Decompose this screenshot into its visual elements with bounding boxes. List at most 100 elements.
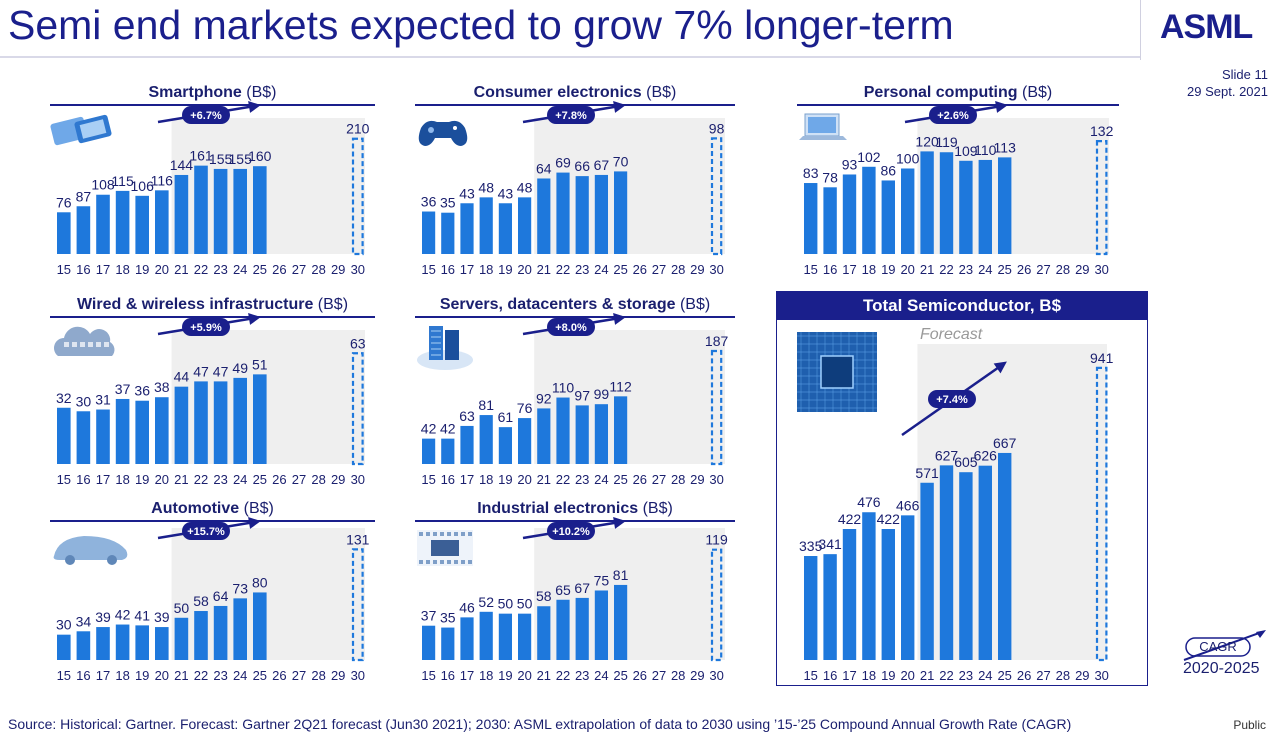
data-label-15: 42 xyxy=(421,421,437,437)
car-icon xyxy=(53,536,128,565)
x-tick-26: 26 xyxy=(272,472,286,487)
cagr-value: +10.2% xyxy=(552,526,590,538)
x-tick-22: 22 xyxy=(194,472,208,487)
x-tick-22: 22 xyxy=(194,262,208,277)
gamepad-icon xyxy=(418,120,468,146)
bar-21 xyxy=(920,482,934,660)
chart-title-underline xyxy=(50,104,375,106)
header-divider xyxy=(0,56,1140,58)
data-label-30: 119 xyxy=(705,532,728,548)
data-label-23: 64 xyxy=(213,588,229,604)
bar-16 xyxy=(76,411,91,464)
x-tick-26: 26 xyxy=(633,262,647,277)
data-label-18: 48 xyxy=(478,179,494,195)
cagr-legend: CAGR xyxy=(1183,630,1266,661)
bar-20 xyxy=(518,418,532,464)
data-label-19: 422 xyxy=(877,511,901,527)
x-tick-17: 17 xyxy=(842,668,856,683)
cagr-legend-label: CAGR xyxy=(1199,639,1237,654)
chart-panel-consumer: Consumer electronics (B$) 36 35 43 48 43 48 64 6… xyxy=(415,84,735,284)
data-label-23: 97 xyxy=(574,387,590,403)
data-label-25: 51 xyxy=(252,356,268,372)
x-tick-26: 26 xyxy=(633,472,647,487)
x-tick-30: 30 xyxy=(351,668,365,683)
cagr-arrowhead xyxy=(993,361,1007,374)
data-label-15: 83 xyxy=(803,165,819,181)
bar-25 xyxy=(614,171,628,254)
chart-title-unit: (B$) xyxy=(246,84,277,101)
bar-16 xyxy=(823,554,837,660)
x-tick-28: 28 xyxy=(1056,262,1070,277)
data-label-30: 131 xyxy=(346,531,370,547)
x-tick-27: 27 xyxy=(1036,262,1050,277)
data-label-15: 30 xyxy=(56,617,72,633)
x-tick-21: 21 xyxy=(174,262,188,277)
x-tick-24: 24 xyxy=(233,472,247,487)
x-tick-18: 18 xyxy=(862,668,876,683)
data-label-15: 76 xyxy=(56,194,72,210)
data-label-20: 116 xyxy=(151,172,174,188)
bar-17 xyxy=(460,203,474,254)
x-tick-16: 16 xyxy=(76,668,90,683)
x-tick-23: 23 xyxy=(959,668,973,683)
bar-22 xyxy=(194,165,208,254)
x-tick-22: 22 xyxy=(556,262,570,277)
x-tick-15: 15 xyxy=(421,472,435,487)
x-tick-16: 16 xyxy=(441,262,455,277)
chart-panel-automotive: Automotive (B$) 30 34 39 42 41 39 50 58 64 73 80 131… xyxy=(50,500,375,698)
x-tick-29: 29 xyxy=(690,472,704,487)
data-label-22: 119 xyxy=(935,134,958,150)
bar-15 xyxy=(57,212,71,254)
data-label-30: 98 xyxy=(709,120,725,136)
x-tick-19: 19 xyxy=(498,472,512,487)
chart-title-servers: Servers, datacenters & storage (B$) xyxy=(415,296,735,314)
bar-21 xyxy=(920,151,934,254)
x-tick-22: 22 xyxy=(194,668,208,683)
total-semiconductor-title: Total Semiconductor, B$ xyxy=(777,292,1147,320)
bar-24 xyxy=(594,174,608,254)
chart-title-smartphone: Smartphone (B$) xyxy=(50,84,375,102)
data-label-18: 115 xyxy=(111,173,134,189)
data-label-21: 120 xyxy=(915,133,939,149)
x-tick-20: 20 xyxy=(900,668,914,683)
bar-19 xyxy=(135,400,149,464)
data-label-24: 75 xyxy=(594,572,610,588)
data-label-23: 109 xyxy=(954,143,978,159)
data-label-25: 70 xyxy=(613,153,629,169)
chip-icon xyxy=(797,332,877,412)
bar-projected-30 xyxy=(1095,366,1108,662)
chart-title-computing: Personal computing (B$) xyxy=(797,84,1119,102)
bar-22 xyxy=(556,397,570,464)
x-tick-23: 23 xyxy=(575,472,589,487)
x-tick-25: 25 xyxy=(253,262,267,277)
x-tick-25: 25 xyxy=(997,668,1011,683)
bar-17 xyxy=(96,194,110,254)
bar-25 xyxy=(998,157,1012,254)
data-label-23: 605 xyxy=(954,454,978,470)
bar-16 xyxy=(441,212,455,254)
x-tick-27: 27 xyxy=(652,668,666,683)
x-tick-18: 18 xyxy=(115,668,129,683)
bar-20 xyxy=(901,168,915,254)
x-tick-15: 15 xyxy=(57,472,71,487)
x-tick-28: 28 xyxy=(311,472,325,487)
x-tick-25: 25 xyxy=(613,262,627,277)
cagr-pill xyxy=(182,106,230,124)
data-label-25: 667 xyxy=(993,435,1017,451)
chart-title-underline xyxy=(415,520,735,522)
data-label-15: 36 xyxy=(421,194,437,210)
iot-icon xyxy=(417,530,473,566)
x-tick-27: 27 xyxy=(292,668,306,683)
cagr-arrowhead xyxy=(613,313,626,325)
cagr-value: +7.8% xyxy=(555,110,587,122)
cagr-pill xyxy=(547,522,595,540)
chart-title-unit: (B$) xyxy=(1022,84,1053,101)
bar-17 xyxy=(460,425,474,464)
bar-24 xyxy=(233,377,247,464)
x-tick-27: 27 xyxy=(652,262,666,277)
x-tick-30: 30 xyxy=(351,472,365,487)
data-label-18: 102 xyxy=(857,149,881,165)
x-tick-24: 24 xyxy=(594,472,608,487)
bar-24 xyxy=(233,598,247,660)
bar-16 xyxy=(441,438,455,464)
